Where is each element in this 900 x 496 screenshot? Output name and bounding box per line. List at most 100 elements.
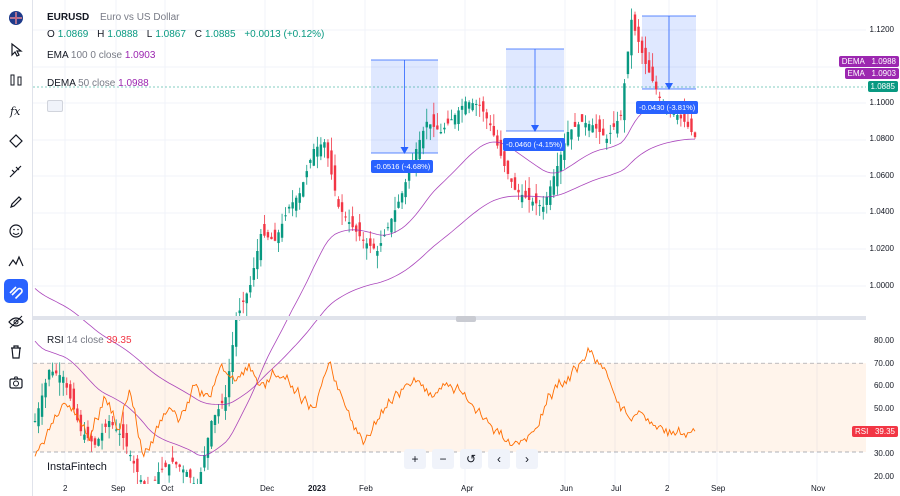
measure-label: -0.0430 (-3.81%) <box>636 101 699 114</box>
candle-body <box>51 371 54 376</box>
candle-body <box>270 236 273 240</box>
candle-body <box>252 268 256 280</box>
candle-body <box>351 216 354 228</box>
candle-body <box>277 232 280 244</box>
flag-icon[interactable] <box>4 6 28 30</box>
candle-body <box>256 251 259 270</box>
candle-body <box>178 464 181 467</box>
candle-body <box>65 383 68 388</box>
rsi-tick: 70.00 <box>873 359 894 368</box>
candle-body <box>238 310 241 314</box>
candle-body <box>249 285 252 293</box>
measure-icon[interactable] <box>4 249 28 273</box>
candle-body <box>344 216 347 218</box>
trash-icon[interactable] <box>4 340 28 364</box>
candle-body <box>185 472 188 477</box>
candle-body <box>679 114 683 119</box>
time-tick: 2023 <box>308 484 326 493</box>
time-tick: Nov <box>811 484 826 493</box>
candle-body <box>538 205 541 207</box>
candle-body <box>362 239 365 241</box>
emoji-icon[interactable] <box>4 219 28 243</box>
scroll-left-button[interactable]: ‹ <box>488 449 510 469</box>
candle-body <box>552 176 556 195</box>
candle-body <box>686 121 690 127</box>
dema-tag-name: DEMA <box>841 57 865 66</box>
trendline-icon[interactable] <box>4 68 28 92</box>
candle-body <box>453 115 457 125</box>
price-chart[interactable] <box>33 0 866 484</box>
candle-body <box>167 464 171 476</box>
price-tick: 1.0400 <box>869 207 894 216</box>
pane-divider <box>33 316 866 320</box>
candle-body <box>164 462 167 467</box>
candle-body <box>496 135 499 146</box>
candle-body <box>450 119 453 121</box>
rsi-band-fill <box>33 363 866 452</box>
measure-arrow-head <box>531 125 539 132</box>
candle-body <box>118 433 121 435</box>
symbol-description: Euro vs US Dollar <box>100 12 180 23</box>
scroll-right-button[interactable]: › <box>516 449 538 469</box>
candle-body <box>37 408 40 427</box>
magnet-icon[interactable] <box>4 279 28 303</box>
candle-body <box>157 472 160 484</box>
price-scale[interactable]: 1.1200 1.1000 1.0800 1.0600 1.0400 1.020… <box>866 0 900 484</box>
candle-body <box>602 128 605 136</box>
ema-legend-value: 1.0903 <box>124 50 156 61</box>
pattern-icon[interactable] <box>4 129 28 153</box>
candle-body <box>294 197 298 211</box>
brush-icon[interactable] <box>4 160 28 184</box>
candle-body <box>231 345 234 372</box>
candle-body <box>298 193 301 203</box>
low-key: L <box>146 29 153 40</box>
candle-body <box>654 81 658 90</box>
camera-icon[interactable] <box>4 370 28 394</box>
pane-divider-handle <box>456 316 476 322</box>
collapse-legend-button[interactable] <box>47 100 63 112</box>
last-price-tag: 1.0885 <box>867 81 898 92</box>
zoom-out-button[interactable]: − <box>432 449 454 469</box>
candle-body <box>489 123 492 126</box>
time-axis[interactable]: 2 Sep Oct Dec 2023 Feb Apr Jun Jul 2 Sep… <box>33 484 900 496</box>
candle-body <box>503 151 506 166</box>
ema-legend[interactable]: EMA 100 0 close 1.0903 <box>47 50 155 61</box>
candle-body <box>217 409 220 417</box>
price-tick: 1.0200 <box>869 244 894 253</box>
low-value: 1.0867 <box>155 29 186 40</box>
candle-body <box>72 388 76 410</box>
candle-body <box>90 435 93 442</box>
candle-body <box>136 458 139 472</box>
candle-body <box>369 238 372 246</box>
candle-body <box>422 130 425 149</box>
candle-body <box>104 423 107 427</box>
symbol-name[interactable]: EURUSD <box>47 12 90 23</box>
candle-body <box>616 120 619 134</box>
ema-tag: EMA 1.0903 <box>844 68 899 79</box>
eye-icon[interactable] <box>4 310 28 334</box>
close-value: 1.0885 <box>204 29 236 40</box>
candle-body <box>510 178 513 182</box>
dema-legend[interactable]: DEMA 50 close 1.0988 <box>47 78 149 89</box>
symbol-legend: EURUSD Euro vs US Dollar <box>47 12 179 23</box>
candle-body <box>563 143 566 160</box>
candle-body <box>111 422 114 426</box>
cursor-icon[interactable] <box>4 38 28 62</box>
time-tick: Sep <box>711 484 726 493</box>
candle-body <box>83 434 86 440</box>
candle-body <box>171 457 174 462</box>
candle-body <box>609 132 612 134</box>
fib-icon[interactable]: fx <box>4 99 28 123</box>
open-value: 1.0869 <box>57 29 89 40</box>
candle-body <box>432 114 436 127</box>
close-key: C <box>194 29 202 40</box>
text-icon[interactable] <box>4 190 28 214</box>
ohlc-legend: O 1.0869 H 1.0888 L 1.0867 C 1.0885 +0.0013 … <box>47 29 330 40</box>
price-tick: 1.0000 <box>869 281 894 290</box>
reset-chart-button[interactable]: ↺ <box>460 449 482 469</box>
rsi-legend[interactable]: RSI 14 close 39.35 <box>47 335 132 346</box>
candle-body <box>524 190 527 198</box>
zoom-in-button[interactable]: + <box>404 449 426 469</box>
candle-body <box>499 139 503 156</box>
candle-body <box>397 201 400 208</box>
